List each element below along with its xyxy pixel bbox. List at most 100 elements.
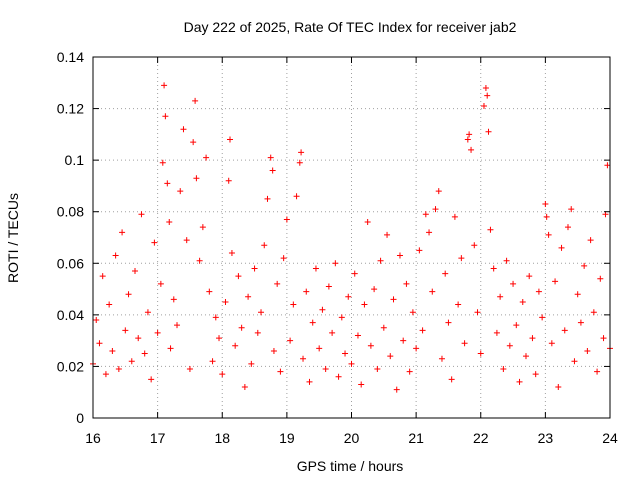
data-point [332,260,339,267]
data-point [396,252,403,259]
data-point [426,229,433,236]
data-point [367,342,374,349]
data-point [442,270,449,277]
data-point [203,154,210,161]
data-point [390,296,397,303]
data-point [270,347,277,354]
data-point [193,175,200,182]
data-point [548,340,555,347]
data-point [374,366,381,373]
data-point [216,335,223,342]
chart-title: Day 222 of 2025, Rate Of TEC Index for r… [184,19,517,35]
data-point [455,301,462,308]
data-point [519,298,526,305]
data-point [303,288,310,295]
data-point [574,291,581,298]
data-point [558,244,565,251]
data-point [487,226,494,233]
data-point [264,195,271,202]
x-tick-label: 17 [150,430,166,446]
data-point [348,360,355,367]
data-point [144,309,151,316]
data-point [325,283,332,290]
data-point [119,229,126,236]
data-point [227,136,234,143]
data-point [571,358,578,365]
data-point [235,273,242,280]
data-point [400,337,407,344]
data-point [480,102,487,109]
data-point [157,280,164,287]
data-point [432,206,439,213]
data-point [251,265,258,272]
data-point [461,340,468,347]
data-point [482,84,489,91]
data-point [112,252,119,259]
y-tick-label: 0.02 [57,358,84,374]
data-point [539,314,546,321]
y-tick-label: 0.06 [57,255,84,271]
data-point [526,273,533,280]
data-point [238,324,245,331]
data-point [371,286,378,293]
data-point [597,275,604,282]
data-point [277,368,284,375]
y-axis-title: ROTI / TECUs [5,193,21,283]
data-point [604,162,611,169]
data-point [93,317,100,324]
data-point [458,255,465,262]
data-point [419,327,426,334]
data-point [484,92,491,99]
data-point [422,211,429,218]
data-point [464,136,471,143]
data-point [387,353,394,360]
data-point [190,139,197,146]
data-point [543,213,550,220]
data-point [561,327,568,334]
data-point [225,177,232,184]
data-point [594,368,601,375]
data-point [192,97,199,104]
data-point [316,345,323,352]
data-point [342,350,349,357]
data-point [269,167,276,174]
data-point [493,329,500,336]
data-point [102,371,109,378]
data-point [416,247,423,254]
data-point [545,231,552,238]
data-point [206,288,213,295]
data-point [254,329,261,336]
data-point [290,301,297,308]
data-point [287,337,294,344]
data-point [241,384,248,391]
data-point [132,268,139,275]
data-point [141,350,148,357]
y-tick-label: 0.14 [57,49,84,65]
data-point [196,257,203,264]
data-point [232,342,239,349]
data-point [403,280,410,287]
data-point [393,386,400,393]
data-point [280,255,287,262]
data-point [471,242,478,249]
data-point [438,355,445,362]
data-point [345,293,352,300]
data-point [267,154,274,161]
data-point [128,358,135,365]
data-point [283,216,290,223]
axis-ticks [92,56,611,419]
data-point [159,159,166,166]
data-point [258,309,265,316]
data-point [322,366,329,373]
x-tick-label: 23 [538,430,554,446]
data-point [293,193,300,200]
data-point [503,257,510,264]
data-point [219,371,226,378]
data-point [109,347,116,354]
data-point [248,360,255,367]
data-point [319,306,326,313]
data-point [162,113,169,120]
data-point [125,291,132,298]
data-point [568,206,575,213]
